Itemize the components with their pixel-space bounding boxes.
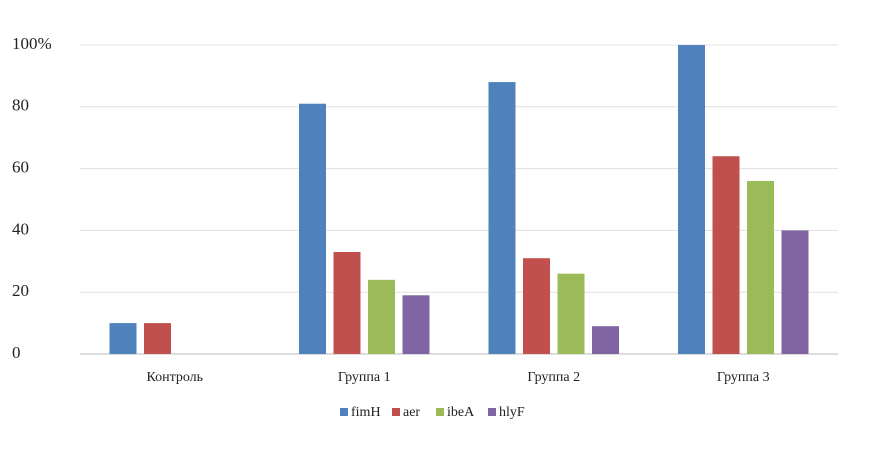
y-tick-label: 40	[12, 219, 29, 238]
bar	[109, 323, 137, 354]
legend-label: ibeA	[447, 405, 475, 420]
legend-label: aer	[403, 405, 420, 420]
y-tick-label: 80	[12, 96, 29, 115]
bar	[747, 180, 774, 354]
x-tick-label: Контроль	[146, 370, 203, 385]
bar	[333, 252, 361, 354]
bar	[523, 258, 550, 354]
y-tick-label: 60	[12, 158, 29, 177]
legend-swatch	[488, 408, 496, 416]
bar	[557, 273, 585, 354]
legend-swatch	[436, 408, 444, 416]
x-tick-label: Группа 3	[717, 370, 770, 385]
bar	[299, 103, 326, 355]
bar	[402, 295, 430, 354]
bar	[144, 323, 171, 354]
y-tick-label: 0	[12, 343, 21, 362]
legend-label: hlyF	[499, 405, 525, 420]
bar	[712, 156, 740, 354]
bar	[592, 326, 619, 354]
x-tick-label: Группа 2	[527, 370, 580, 385]
legend-label: fimH	[351, 405, 381, 420]
bar	[678, 45, 705, 354]
x-tick-label: Группа 1	[338, 370, 391, 385]
bar	[368, 279, 395, 354]
y-tick-label: 100%	[12, 34, 52, 53]
legend-swatch	[340, 408, 348, 416]
y-tick-label: 20	[12, 281, 29, 300]
legend-swatch	[392, 408, 400, 416]
bar	[488, 82, 516, 354]
bar	[781, 230, 809, 354]
